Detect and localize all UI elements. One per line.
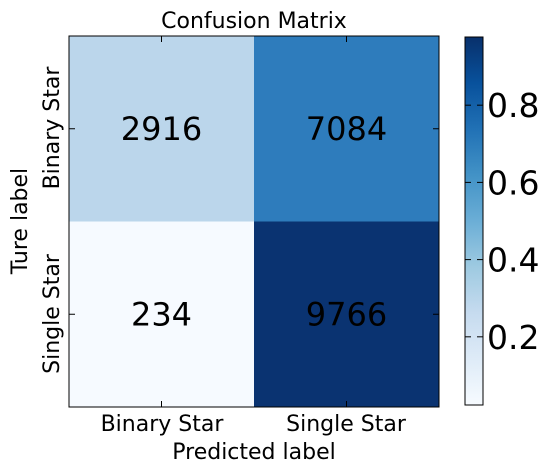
colorbar-tick-label: 0.8 bbox=[487, 86, 539, 125]
matrix-cell-value-0-0: 2916 bbox=[121, 110, 202, 148]
matrix-cell-1-0 bbox=[69, 221, 254, 407]
chart-title: Confusion Matrix bbox=[161, 9, 347, 34]
x-tick-label-single-star: Single Star bbox=[286, 412, 407, 437]
y-tick-label-binary-star: Binary Star bbox=[40, 66, 65, 190]
matrix-frame bbox=[68, 35, 440, 408]
matrix-cell-value-1-1: 9766 bbox=[306, 295, 387, 333]
matrix-cell-value-0-1: 7084 bbox=[306, 110, 387, 148]
matrix-cells bbox=[69, 36, 439, 407]
colorbar bbox=[464, 36, 484, 406]
matrix-cell-1-1 bbox=[254, 221, 439, 407]
y-axis-label: Ture label bbox=[8, 168, 33, 275]
colorbar-ticks: 0.2 0.4 0.6 0.8 bbox=[465, 86, 539, 357]
matrix-cell-value-1-0: 234 bbox=[131, 295, 192, 333]
matrix-cell-0-1 bbox=[254, 36, 439, 222]
x-tick-label-binary-star: Binary Star bbox=[101, 412, 225, 437]
colorbar-tick-label: 0.6 bbox=[487, 163, 539, 202]
matrix-cell-labels: 2916 7084 234 9766 bbox=[121, 110, 387, 334]
colorbar-tick-label: 0.4 bbox=[487, 241, 539, 280]
axis-ticks bbox=[69, 36, 439, 407]
matrix-cell-0-0 bbox=[69, 36, 254, 222]
colorbar-tick-label: 0.2 bbox=[487, 318, 539, 357]
x-axis-label: Predicted label bbox=[172, 440, 335, 465]
y-tick-label-single-star: Single Star bbox=[40, 253, 65, 374]
